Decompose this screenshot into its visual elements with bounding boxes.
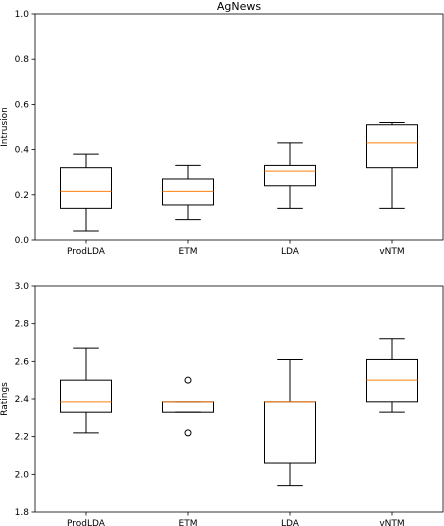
boxplot-lda bbox=[264, 358, 316, 487]
y-tick-label: 0.0 bbox=[15, 236, 30, 246]
boxplot-etm bbox=[162, 164, 214, 221]
x-tick-label: ProdLDA bbox=[67, 519, 106, 526]
x-tick-label: ETM bbox=[179, 247, 198, 257]
y-tick-label: 0.6 bbox=[15, 100, 30, 110]
x-tick-label: ETM bbox=[179, 519, 198, 526]
x-tick-label: LDA bbox=[281, 247, 300, 257]
x-tick-label: ProdLDA bbox=[67, 247, 106, 257]
y-tick-label: 2.0 bbox=[15, 470, 30, 480]
plot-frame bbox=[34, 13, 444, 241]
boxplot-prodlda bbox=[60, 347, 112, 434]
y-tick-label: 0.2 bbox=[15, 191, 29, 201]
x-tick-label: vNTM bbox=[379, 247, 404, 257]
y-axis-label: Intrusion bbox=[0, 107, 10, 147]
boxplot-vntm bbox=[366, 338, 418, 413]
subplot-2: Ratings 1.8 2.0 2.2 2.4 2.6 2.8 3.0 ProdLDA ETM LD… bbox=[0, 282, 444, 526]
y-tick-label: 1.8 bbox=[15, 508, 30, 518]
boxplot-vntm bbox=[366, 121, 418, 209]
y-tick-label: 2.8 bbox=[15, 320, 30, 330]
boxplot-prodlda bbox=[60, 153, 112, 232]
box-iqr bbox=[60, 379, 112, 413]
chart-title: AgNews bbox=[217, 0, 262, 13]
x-tick-label: LDA bbox=[281, 519, 300, 526]
y-tick-label: 2.2 bbox=[15, 433, 29, 443]
y-tick-label: 0.8 bbox=[15, 55, 30, 65]
outlier-point bbox=[184, 376, 192, 384]
y-tick-label: 2.4 bbox=[15, 395, 30, 405]
box-iqr bbox=[366, 124, 418, 169]
boxplot-etm bbox=[162, 376, 214, 437]
y-axis-label: Ratings bbox=[0, 382, 10, 416]
subplot-1: AgNews Intrusion 0.0 0.2 0.4 0.6 0.8 1.0 ProdLDA… bbox=[0, 0, 444, 257]
outlier-point bbox=[184, 429, 192, 437]
y-tick-label: 1.0 bbox=[15, 10, 30, 20]
box-iqr bbox=[162, 178, 214, 206]
y-tick-label: 2.6 bbox=[15, 357, 30, 367]
boxplot-lda bbox=[264, 142, 316, 209]
y-tick-label: 3.0 bbox=[15, 282, 30, 292]
y-tick-label: 0.4 bbox=[15, 146, 30, 156]
box-iqr bbox=[60, 167, 112, 209]
x-tick-label: vNTM bbox=[379, 519, 404, 526]
box-iqr bbox=[264, 164, 316, 187]
